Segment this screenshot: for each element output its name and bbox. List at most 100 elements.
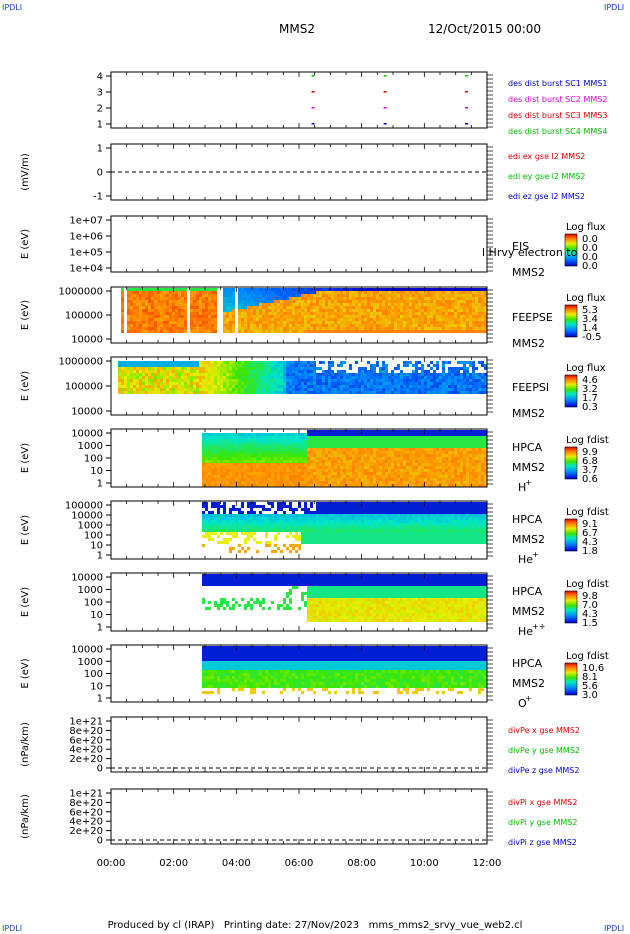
spectrogram-cell [331,297,334,300]
spectrogram-cell [178,391,181,394]
spectrogram-cell [175,373,178,376]
spectrogram-cell [400,472,403,475]
spectrogram-cell [436,327,439,330]
spectrogram-cell [277,469,280,472]
spectrogram-cell [466,367,469,370]
spectrogram-cell [463,373,466,376]
spectrogram-cell [277,288,280,291]
spectrogram-cell [334,478,337,481]
spectrogram-cell [301,303,304,306]
spectrogram-cell [352,297,355,300]
spectrogram-cell [340,484,343,487]
spectrogram-cell [310,312,313,315]
spectrogram-cell [247,300,250,303]
spectrogram-cell [451,439,454,442]
spectrogram-cell [256,312,259,315]
spectrogram-cell [394,391,397,394]
spectrogram-cell [394,454,397,457]
spectrogram-cell [169,382,172,385]
spectrogram-cell [271,391,274,394]
spectrogram-cell [250,385,253,388]
spectrogram-cell [121,385,124,388]
spectrogram-cell [241,433,244,436]
spectrogram-cell [295,448,298,451]
spectrogram-cell [376,391,379,394]
spectrogram-cell [385,306,388,309]
spectrogram-cell [445,457,448,460]
spectrogram-cell [373,370,376,373]
spectrogram-cell [268,327,271,330]
spectrogram-cell [382,364,385,367]
spectrogram-cell [136,379,139,382]
spectrogram-cell [403,463,406,466]
spectrogram-cell [334,382,337,385]
spectrogram-cell [328,454,331,457]
spectrogram-cell [241,445,244,448]
spectrogram-cell [457,361,460,364]
spectrogram-cell [337,457,340,460]
spectrogram-cell [253,463,256,466]
spectrogram-cell [280,475,283,478]
spectrogram-cell [349,442,352,445]
spectrogram-cell [328,445,331,448]
spectrogram-cell [397,330,400,333]
spectrogram-cell [304,327,307,330]
spectrogram-cell [265,484,268,487]
spectrogram-cell [406,309,409,312]
spectrogram-cell [166,288,169,291]
spectrogram-cell [355,475,358,478]
spectrogram-cell [310,306,313,309]
spectrogram-cell [403,442,406,445]
spectrogram-cell [391,318,394,321]
spectrogram-cell [379,472,382,475]
spectrogram-cell [307,484,310,487]
spectrogram-cell [217,475,220,478]
spectrogram-cell [310,481,313,484]
spectrogram-cell [214,288,217,291]
spectrogram-cell [202,457,205,460]
spectrogram-cell [307,327,310,330]
spectrogram-cell [316,388,319,391]
spectrogram-cell [211,439,214,442]
spectrogram-cell [355,451,358,454]
spectrogram-cell [277,475,280,478]
spectrogram-cell [346,291,349,294]
spectrogram-cell [253,318,256,321]
spectrogram-cell [199,318,202,321]
spectrogram-cell [430,385,433,388]
spectrogram-cell [238,291,241,294]
spectrogram-cell [286,288,289,291]
spectrogram-cell [328,306,331,309]
spectrogram-cell [196,294,199,297]
spectrogram-cell [418,436,421,439]
spectrogram-cell [139,288,142,291]
spectrogram-cell [268,481,271,484]
spectrogram-cell [322,309,325,312]
spectrogram-cell [238,469,241,472]
spectrogram-cell [196,300,199,303]
spectrogram-cell [424,481,427,484]
panel-eis-colorbar-tick: 0.0 [582,243,598,254]
spectrogram-cell [373,448,376,451]
spectrogram-cell [220,472,223,475]
spectrogram-cell [286,297,289,300]
spectrogram-cell [304,297,307,300]
spectrogram-cell [445,445,448,448]
spectrogram-cell [397,364,400,367]
spectrogram-cell [478,391,481,394]
spectrogram-cell [337,478,340,481]
spectrogram-cell [241,481,244,484]
spectrogram-cell [433,318,436,321]
spectrogram-cell [463,385,466,388]
spectrogram-cell [409,361,412,364]
spectrogram-cell [322,457,325,460]
spectrogram-cell [424,294,427,297]
spectrogram-cell [313,361,316,364]
spectrogram-cell [373,324,376,327]
spectrogram-cell [280,288,283,291]
spectrogram-cell [268,475,271,478]
spectrogram-cell [268,463,271,466]
spectrogram-cell [286,439,289,442]
spectrogram-cell [286,472,289,475]
spectrogram-cell [340,385,343,388]
